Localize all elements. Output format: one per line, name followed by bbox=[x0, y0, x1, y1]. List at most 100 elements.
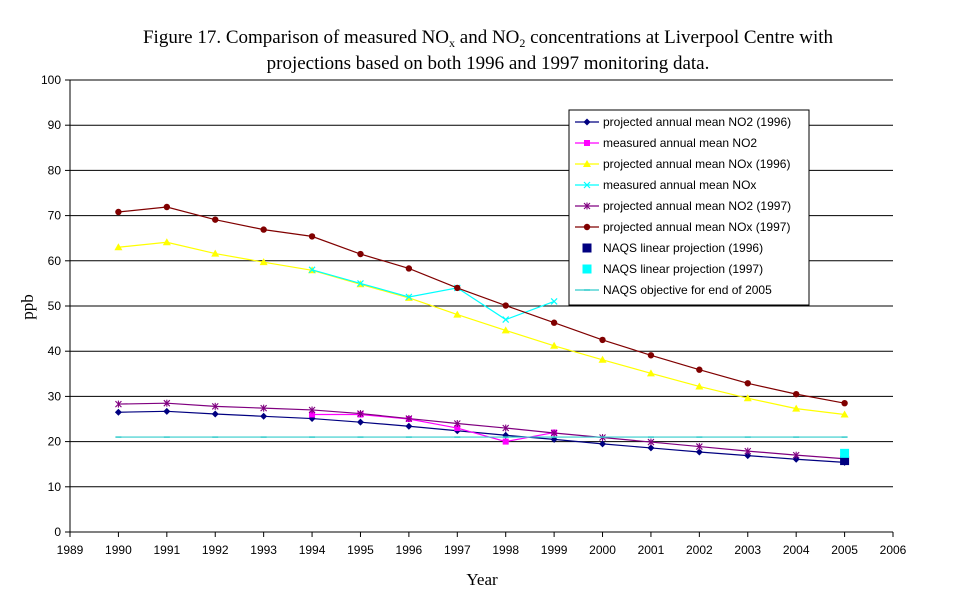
y-tick-label-20: 20 bbox=[48, 435, 62, 449]
series-5-point-1999 bbox=[550, 429, 558, 437]
series-4-point-1996 bbox=[405, 293, 413, 301]
x-tick-label-1993: 1993 bbox=[250, 543, 277, 557]
series-6-point-1998 bbox=[502, 302, 509, 309]
legend-box bbox=[568, 109, 810, 306]
y-tick-label-30: 30 bbox=[48, 389, 62, 403]
series-1-point-1991 bbox=[163, 407, 171, 415]
x-tick-label-1999: 1999 bbox=[541, 543, 568, 557]
legend-entry-2: measured annual mean NO2 bbox=[575, 136, 757, 150]
axes: 0 10 20 30 40 50 60 70 80 90 100 1989 1990 1991 1992 19… bbox=[41, 73, 907, 557]
series-6-point-1997 bbox=[454, 284, 461, 292]
legend: projected annual mean NO2 (1996) measured… bbox=[568, 109, 810, 306]
y-tick-label-50: 50 bbox=[48, 299, 62, 313]
series-6-point-1995 bbox=[357, 250, 364, 258]
series-5-point-2002 bbox=[695, 443, 703, 451]
series-1-point-2003 bbox=[744, 452, 752, 460]
series-4-point-1998 bbox=[502, 316, 510, 323]
series-5-point-2004 bbox=[792, 451, 800, 459]
series-6 bbox=[115, 203, 848, 407]
series-4-point-1999 bbox=[550, 298, 558, 305]
x-tick-label-2000: 2000 bbox=[589, 543, 616, 557]
x-tick-label-1994: 1994 bbox=[299, 543, 326, 557]
legend-label-9: NAQS objective for end of 2005 bbox=[603, 283, 772, 297]
y-tick-label-40: 40 bbox=[48, 344, 62, 358]
legend-label-4: measured annual mean NOx bbox=[603, 178, 756, 192]
series-3-point-2000 bbox=[598, 355, 607, 363]
x-tick-label-2002: 2002 bbox=[686, 543, 713, 557]
series-3-point-1992 bbox=[211, 249, 220, 257]
series-3-point-2003 bbox=[743, 394, 752, 402]
x-tick-label-1991: 1991 bbox=[153, 543, 180, 557]
y-tick-label-80: 80 bbox=[48, 163, 62, 177]
series-5-point-2003 bbox=[744, 447, 752, 455]
legend-entry-6: projected annual mean NOx (1997) bbox=[575, 220, 790, 234]
series-5-point-2001 bbox=[647, 438, 655, 446]
x-tick-label-2001: 2001 bbox=[638, 543, 665, 557]
y-tick-label-100: 100 bbox=[41, 73, 61, 87]
series-2-point-1998 bbox=[502, 438, 509, 445]
series-6-point-1994 bbox=[308, 233, 316, 240]
legend-label-1: projected annual mean NO2 (1996) bbox=[603, 115, 791, 129]
series-1-point-1992 bbox=[211, 410, 219, 418]
series-5-point-1994 bbox=[308, 406, 316, 414]
series-1-point-1990 bbox=[114, 408, 122, 416]
series-3-point-1998 bbox=[501, 326, 510, 334]
series-5 bbox=[115, 399, 848, 463]
series-8-point-2005 bbox=[840, 448, 850, 458]
series-6-point-1991 bbox=[163, 203, 171, 211]
y-tick-label-70: 70 bbox=[48, 209, 62, 223]
series-6-line bbox=[118, 206, 845, 404]
x-tick-label-2004: 2004 bbox=[783, 543, 810, 557]
x-tick-label-1989: 1989 bbox=[57, 543, 84, 557]
legend-label-3: projected annual mean NOx (1996) bbox=[603, 157, 790, 171]
series-6-point-2004 bbox=[792, 390, 800, 398]
series-5-line bbox=[118, 402, 845, 460]
series-4 bbox=[308, 266, 558, 323]
series-2-line bbox=[312, 413, 555, 443]
y-tick-label-0: 0 bbox=[54, 525, 61, 539]
legend-label-5: projected annual mean NO2 (1997) bbox=[603, 199, 791, 213]
series-8 bbox=[840, 448, 850, 458]
series-1-point-2002 bbox=[695, 448, 703, 456]
series-6-point-2000 bbox=[599, 336, 606, 344]
legend-swatch-marker-4 bbox=[583, 181, 591, 189]
legend-label-8: NAQS linear projection (1997) bbox=[603, 262, 763, 276]
legend-entry-5: projected annual mean NO2 (1997) bbox=[575, 199, 791, 213]
legend-swatch-marker-7 bbox=[582, 243, 592, 253]
series-6-point-2005 bbox=[841, 399, 848, 407]
legend-swatch-marker-3 bbox=[583, 160, 591, 167]
series-5-point-1990 bbox=[115, 400, 122, 408]
series-5-point-1998 bbox=[502, 424, 510, 432]
series-1-point-1995 bbox=[356, 418, 364, 426]
series-4-line bbox=[311, 269, 555, 321]
legend-swatch-marker-8 bbox=[582, 264, 592, 274]
series-4-point-1995 bbox=[357, 279, 364, 287]
series-5-point-1997 bbox=[453, 420, 461, 428]
x-axis-label: Year bbox=[466, 570, 498, 589]
series-6-point-2003 bbox=[744, 380, 751, 387]
series-2-point-1997 bbox=[454, 425, 461, 432]
series-6-point-2002 bbox=[696, 366, 703, 373]
x-tick-label-1995: 1995 bbox=[347, 543, 374, 557]
series-3-point-2005 bbox=[840, 410, 849, 418]
series-5-point-1993 bbox=[260, 404, 268, 412]
series-6-point-1993 bbox=[260, 226, 267, 233]
legend-entry-8: NAQS linear projection (1997) bbox=[582, 262, 763, 276]
legend-swatch-marker-5 bbox=[583, 202, 591, 210]
series-1-line bbox=[118, 410, 845, 463]
series-3-point-1999 bbox=[550, 341, 559, 349]
x-tick-label-2006: 2006 bbox=[880, 543, 907, 557]
series-3-point-2002 bbox=[695, 382, 704, 390]
series-6-point-1996 bbox=[405, 265, 413, 272]
legend-label-6: projected annual mean NOx (1997) bbox=[603, 220, 790, 234]
y-axis-label: ppb bbox=[18, 294, 37, 320]
x-tick-label-1997: 1997 bbox=[444, 543, 471, 557]
chart-title-line-1: Figure 17. Comparison of measured NOx an… bbox=[143, 27, 834, 50]
series-6-point-2001 bbox=[647, 352, 655, 359]
series-3-point-1991 bbox=[162, 238, 171, 246]
series-3 bbox=[114, 238, 849, 418]
series-1-point-1993 bbox=[260, 412, 268, 420]
x-tick-label-2003: 2003 bbox=[734, 543, 761, 557]
grid bbox=[70, 79, 893, 488]
series-5-point-1995 bbox=[357, 410, 364, 418]
